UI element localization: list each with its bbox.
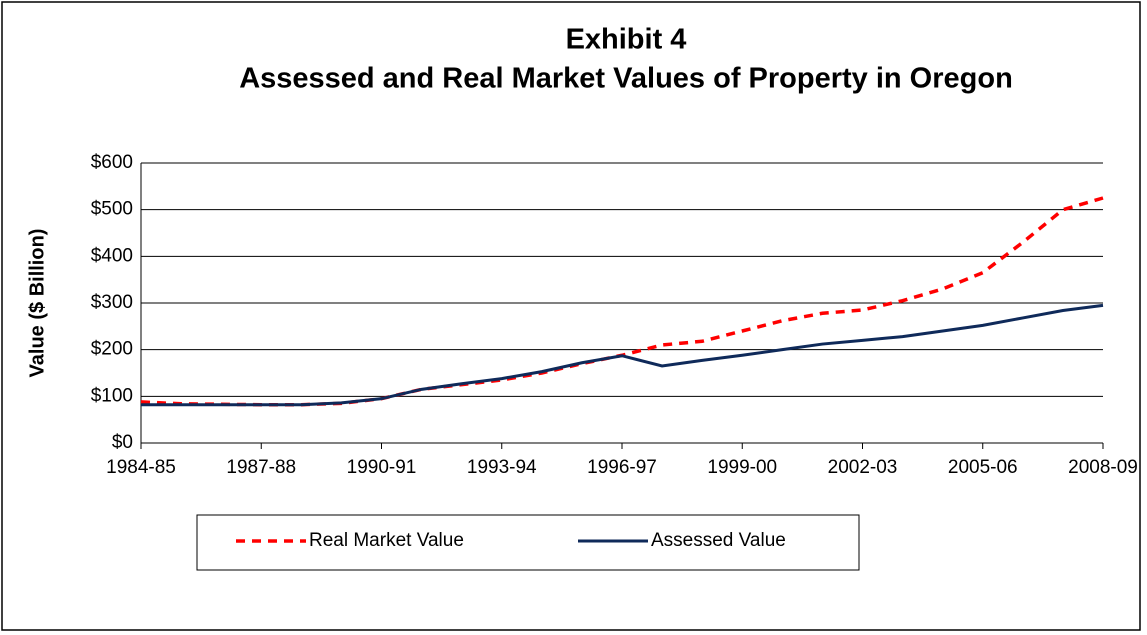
y-tick-label: $300 xyxy=(91,292,133,313)
legend-label: Assessed Value xyxy=(651,530,786,551)
y-axis-label: Value ($ Billion) xyxy=(26,229,48,378)
x-tick-label: 1990-91 xyxy=(347,457,417,478)
y-tick-label: $500 xyxy=(91,199,133,220)
x-tick-label: 2008-09 xyxy=(1068,457,1138,478)
x-tick-label: 1993-94 xyxy=(467,457,537,478)
y-tick-label: $400 xyxy=(91,245,133,266)
x-tick-label: 1996-97 xyxy=(587,457,657,478)
legend-label: Real Market Value xyxy=(309,530,464,551)
y-tick-label: $0 xyxy=(112,432,133,453)
y-tick-label: $200 xyxy=(91,339,133,360)
chart-title: Assessed and Real Market Values of Prope… xyxy=(239,63,1013,95)
chart-title: Exhibit 4 xyxy=(566,24,687,56)
x-tick-label: 2002-03 xyxy=(828,457,898,478)
y-tick-label: $100 xyxy=(91,385,133,406)
x-tick-label: 2005-06 xyxy=(948,457,1018,478)
x-tick-label: 1987-88 xyxy=(226,457,296,478)
x-tick-label: 1999-00 xyxy=(707,457,777,478)
legend-box xyxy=(196,514,860,571)
x-tick-label: 1984-85 xyxy=(106,457,176,478)
y-tick-label: $600 xyxy=(91,152,133,173)
series-line xyxy=(141,303,1104,407)
